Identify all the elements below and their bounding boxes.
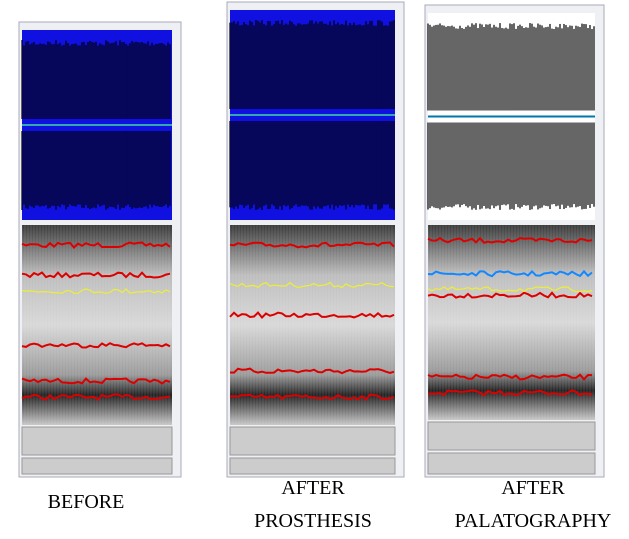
formant-track — [427, 389, 593, 397]
panel — [424, 4, 605, 478]
spectrogram — [428, 225, 595, 420]
caption: PROSTHESIS — [254, 510, 372, 532]
caption: BEFORE — [48, 491, 125, 513]
info-bar — [21, 426, 173, 456]
formant-track — [427, 269, 593, 278]
spectrogram — [22, 225, 172, 425]
info-bar — [427, 452, 596, 475]
info-bar — [427, 421, 596, 451]
formant-track — [229, 367, 395, 375]
formant-track — [21, 377, 171, 385]
caption: PALATOGRAPHY — [455, 510, 612, 532]
spectrogram — [230, 225, 395, 425]
formant-track — [21, 342, 171, 349]
panel — [18, 21, 182, 478]
info-bar — [229, 426, 396, 456]
formant-track — [427, 291, 593, 299]
formant-track — [21, 393, 171, 401]
caption: AFTER — [281, 477, 345, 499]
formant-track — [21, 288, 171, 295]
formant-track — [427, 373, 593, 381]
formant-track — [427, 236, 593, 244]
info-bar — [21, 457, 173, 475]
formant-track — [229, 393, 395, 401]
caption: AFTER — [501, 477, 565, 499]
formant-track — [427, 286, 593, 293]
formant-track — [21, 271, 171, 279]
formant-track — [229, 281, 395, 289]
info-bar — [229, 457, 396, 475]
formant-track — [229, 241, 395, 249]
formant-track — [229, 311, 395, 319]
panel — [226, 1, 405, 478]
formant-track — [21, 241, 171, 249]
